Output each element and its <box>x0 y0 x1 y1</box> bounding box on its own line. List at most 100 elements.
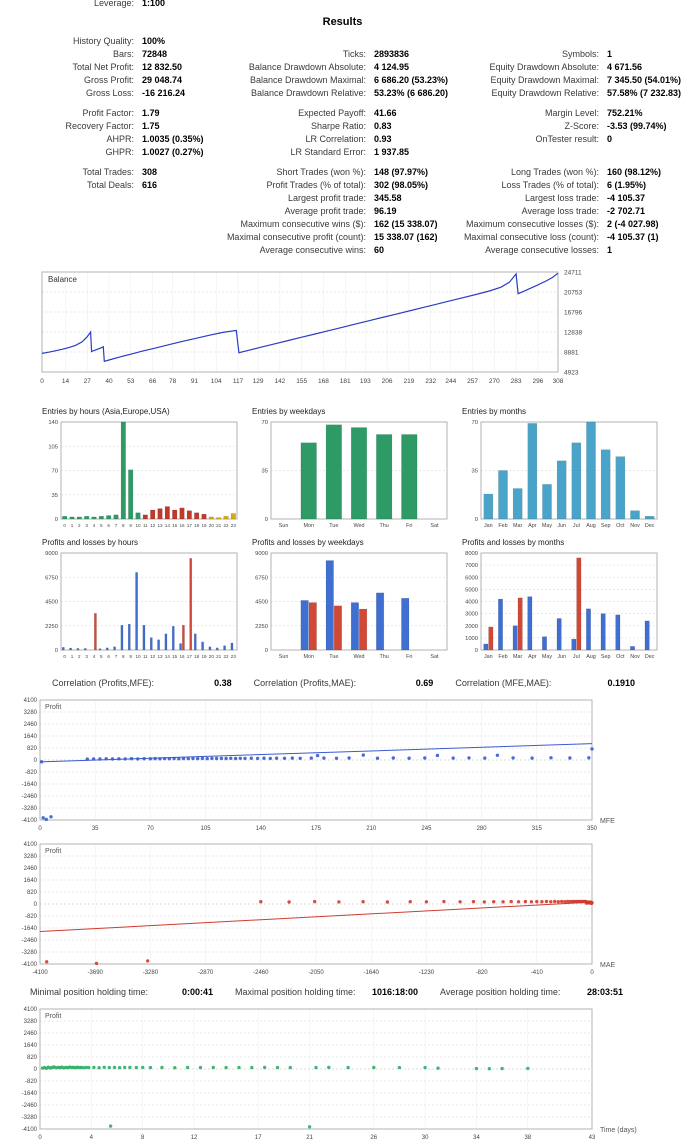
stat-label: Short Trades (won %): <box>276 167 366 177</box>
svg-text:6750: 6750 <box>255 575 268 581</box>
svg-text:Thu: Thu <box>379 654 388 660</box>
stat-label: Expected Payoff: <box>298 108 366 118</box>
stat-value: 0.83 <box>374 121 392 131</box>
metric-value: 0.38 <box>214 678 232 688</box>
svg-text:-820: -820 <box>25 1079 38 1085</box>
svg-text:70: 70 <box>52 469 58 475</box>
svg-text:-2460: -2460 <box>22 938 38 944</box>
svg-text:-4100: -4100 <box>22 962 38 968</box>
stat-label: Gross Profit: <box>83 75 134 85</box>
svg-text:210: 210 <box>366 826 377 832</box>
svg-text:140: 140 <box>256 826 267 832</box>
svg-text:2: 2 <box>78 654 81 659</box>
svg-text:2250: 2250 <box>255 624 268 630</box>
chart-title: Profits and losses by months <box>462 538 565 547</box>
svg-text:Apr: Apr <box>528 523 537 529</box>
svg-text:105: 105 <box>48 444 58 450</box>
svg-text:13: 13 <box>157 654 163 659</box>
svg-text:Dec: Dec <box>645 654 655 660</box>
stat-value: 100% <box>142 36 166 46</box>
stat-value: 616 <box>142 180 158 190</box>
svg-text:Aug: Aug <box>586 523 596 529</box>
pl-by-hours-canvas: 0 2250 4500 6750 9000 0 1 2 3 4 5 6 7 8 9 10 11 12 13 14 15 1… <box>40 549 240 661</box>
svg-text:168: 168 <box>318 378 329 385</box>
svg-text:35: 35 <box>52 493 58 499</box>
svg-text:38: 38 <box>524 1135 531 1141</box>
svg-text:155: 155 <box>296 378 307 385</box>
stat-value: 345.58 <box>374 193 402 203</box>
svg-text:11: 11 <box>143 654 148 659</box>
svg-text:0: 0 <box>475 517 478 523</box>
svg-text:-3280: -3280 <box>143 970 159 976</box>
svg-text:4: 4 <box>93 523 96 528</box>
svg-text:5: 5 <box>100 654 103 659</box>
svg-text:-3690: -3690 <box>88 970 104 976</box>
svg-text:14: 14 <box>165 523 171 528</box>
svg-text:-820: -820 <box>25 914 38 920</box>
svg-text:4000: 4000 <box>465 600 478 606</box>
svg-text:Profit: Profit <box>45 848 61 855</box>
stat-label: Maximum consecutive wins ($): <box>240 219 366 229</box>
metric-pair: Average position holding time: 28:03:51 <box>440 986 645 999</box>
svg-text:MFE: MFE <box>600 818 615 825</box>
stat-value: 6 (1.95%) <box>607 180 647 190</box>
svg-text:Oct: Oct <box>616 523 625 529</box>
spacer <box>463 0 599 10</box>
stat-value: 12 832.50 <box>142 62 183 72</box>
svg-text:12838: 12838 <box>564 330 582 337</box>
stat-value: 1 937.85 <box>374 147 410 157</box>
svg-text:9000: 9000 <box>45 551 58 557</box>
stat-value: -3.53 (99.74%) <box>607 121 667 131</box>
svg-text:Sun: Sun <box>279 654 289 660</box>
stat-value: 15 338.07 (162) <box>374 232 438 242</box>
svg-text:140: 140 <box>48 420 58 426</box>
stat-value: 752.21% <box>607 108 643 118</box>
correlation-row: Correlation (Profits,MFE): 0.38 Correlatio… <box>0 677 685 690</box>
stat-value: 60 <box>374 245 385 255</box>
pl-by-hours-chart: Profits and losses by hours 0 2250 4500 675… <box>40 538 240 661</box>
stat-label: Maximal consecutive loss (count): <box>463 232 599 242</box>
svg-text:129: 129 <box>253 378 264 385</box>
svg-text:Sep: Sep <box>601 654 611 660</box>
stat-value: 1 <box>607 245 613 255</box>
stat-value <box>599 146 683 159</box>
svg-text:283: 283 <box>511 378 522 385</box>
stat-label <box>0 205 134 218</box>
stat-label: Loss Trades (% of total): <box>501 180 599 190</box>
svg-text:Dec: Dec <box>645 523 655 529</box>
svg-text:22: 22 <box>223 654 229 659</box>
svg-text:43: 43 <box>589 1135 596 1141</box>
svg-text:2460: 2460 <box>24 1031 38 1037</box>
svg-text:16796: 16796 <box>564 309 582 316</box>
stat-label: Balance Drawdown Maximal: <box>249 75 366 85</box>
stat-label: Equity Drawdown Relative: <box>491 88 599 98</box>
stat-value: 29 048.74 <box>142 75 183 85</box>
svg-text:MAE: MAE <box>600 962 616 969</box>
svg-text:0: 0 <box>38 826 42 832</box>
svg-text:-4100: -4100 <box>22 818 38 824</box>
svg-text:1640: 1640 <box>24 878 38 884</box>
stats-block-overview: History Quality: 100% Bars: 72848 Ticks: 2893… <box>0 35 685 100</box>
svg-text:Mon: Mon <box>303 654 314 660</box>
stat-value: 4 671.56 <box>607 62 643 72</box>
stat-label: Total Trades: <box>82 167 134 177</box>
svg-text:22: 22 <box>223 523 229 528</box>
svg-text:-2050: -2050 <box>308 970 324 976</box>
mfe-scatter-chart: 0 35 70 105 140 175 210 245 280 315 350 4100 3280 246… <box>4 696 685 834</box>
svg-text:53: 53 <box>127 378 135 385</box>
stat-label: OnTester result: <box>535 134 599 144</box>
svg-text:Sat: Sat <box>430 654 439 660</box>
svg-text:Jan: Jan <box>484 523 493 529</box>
svg-text:0: 0 <box>590 970 594 976</box>
stat-value: 53.23% (6 686.20) <box>374 88 449 98</box>
svg-text:0: 0 <box>63 654 66 659</box>
svg-text:Thu: Thu <box>379 523 388 529</box>
svg-text:Nov: Nov <box>630 523 640 529</box>
metric-label: Average position holding time: <box>440 987 561 997</box>
svg-text:10: 10 <box>135 523 141 528</box>
stat-label <box>463 35 599 48</box>
stat-value <box>134 192 208 205</box>
metric-value: 1016:18:00 <box>371 987 418 997</box>
svg-text:8881: 8881 <box>564 349 579 356</box>
